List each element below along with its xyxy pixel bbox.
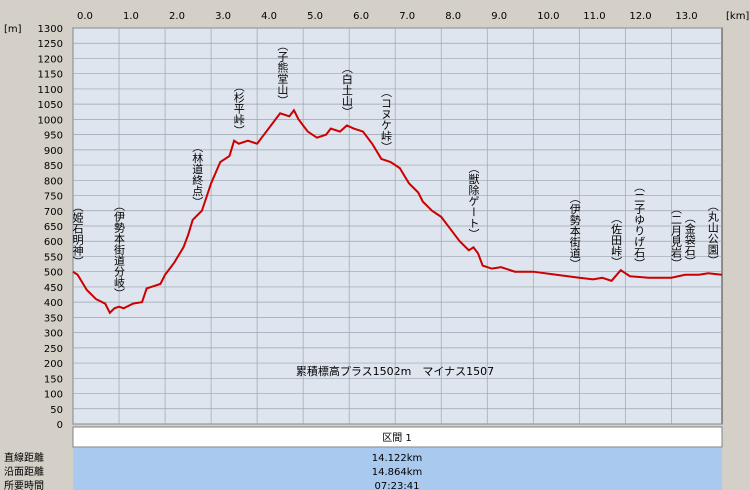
x-tick-label: 9.0 [491, 11, 507, 22]
x-tick-label: 2.0 [169, 11, 185, 22]
x-tick-label: 0.0 [77, 11, 93, 22]
y-tick-label: 1200 [38, 54, 63, 65]
y-tick-label: 1150 [38, 70, 63, 81]
y-tick-label: 50 [50, 405, 63, 416]
annotation: （姫石明神） [71, 201, 84, 267]
y-tick-label: 900 [44, 146, 63, 157]
y-tick-label: 250 [44, 344, 63, 355]
table-values-band [73, 448, 722, 490]
y-tick-label: 450 [44, 283, 63, 294]
annotation: （杉平峠） [232, 81, 245, 136]
table-label: 直線距離 [4, 451, 44, 464]
y-tick-label: 550 [44, 252, 63, 263]
x-tick-label: 5.0 [307, 11, 323, 22]
y-tick-label: 1000 [38, 115, 63, 126]
annotation: （林道終点） [191, 141, 204, 207]
y-tick-label: 1300 [38, 24, 63, 35]
y-tick-label: 150 [44, 374, 63, 385]
y-tick-label: 600 [44, 237, 63, 248]
annotation: （金袋石） [683, 212, 696, 267]
elevation-line [72, 108, 723, 315]
y-tick-label: 950 [44, 131, 63, 142]
annotation: （二子ゆりげ石） [633, 181, 646, 269]
y-tick-label: 800 [44, 176, 63, 187]
y-tick-label: 850 [44, 161, 63, 172]
x-tick-label: 6.0 [353, 11, 369, 22]
y-tick-label: 200 [44, 359, 63, 370]
y-tick-label: 300 [44, 329, 63, 340]
x-tick-label: 13.0 [675, 11, 697, 22]
y-tick-label: 500 [44, 268, 63, 279]
annotation: （白土山） [340, 62, 353, 117]
table-value: 14.864km [372, 467, 423, 478]
x-tick-label: 7.0 [399, 11, 415, 22]
y-unit: [m] [4, 24, 22, 35]
x-tick-label: 8.0 [445, 11, 461, 22]
annotation: （子熊堂山） [276, 40, 289, 106]
x-tick-label: 1.0 [123, 11, 139, 22]
y-tick-label: 100 [44, 390, 63, 401]
y-tick-label: 1050 [38, 100, 63, 111]
table-value: 07:23:41 [375, 481, 420, 490]
x-unit: [km] [726, 11, 749, 22]
annotation: （伊勢本街道） [568, 192, 581, 269]
annotation: （丸山公園） [706, 200, 719, 266]
table-value: 14.122km [372, 453, 423, 464]
annotation: （二月見岩） [669, 203, 682, 269]
y-tick-label: 1100 [38, 85, 63, 96]
x-tick-label: 12.0 [629, 11, 651, 22]
y-tick-label: 350 [44, 313, 63, 324]
x-tick-label: 11.0 [583, 11, 605, 22]
table-label: 沿面距離 [4, 465, 44, 478]
x-tick-label: 10.0 [537, 11, 559, 22]
table-label: 所要時間 [4, 480, 44, 490]
annotation: （獣除ゲート） [467, 162, 480, 239]
y-tick-label: 700 [44, 207, 63, 218]
table-header-cell [72, 426, 723, 448]
annotation: （伊勢本街道分岐） [113, 200, 126, 299]
annotation: （コヌケ峠） [379, 87, 392, 153]
y-tick-label: 750 [44, 192, 63, 203]
annotation: （佐田峠） [610, 213, 623, 268]
x-tick-label: 4.0 [261, 11, 277, 22]
y-tick-label: 1250 [38, 39, 63, 50]
y-tick-label: 0 [57, 420, 63, 431]
y-tick-label: 400 [44, 298, 63, 309]
y-tick-label: 650 [44, 222, 63, 233]
table-header: 区間 1 [382, 432, 412, 444]
x-tick-label: 3.0 [215, 11, 231, 22]
